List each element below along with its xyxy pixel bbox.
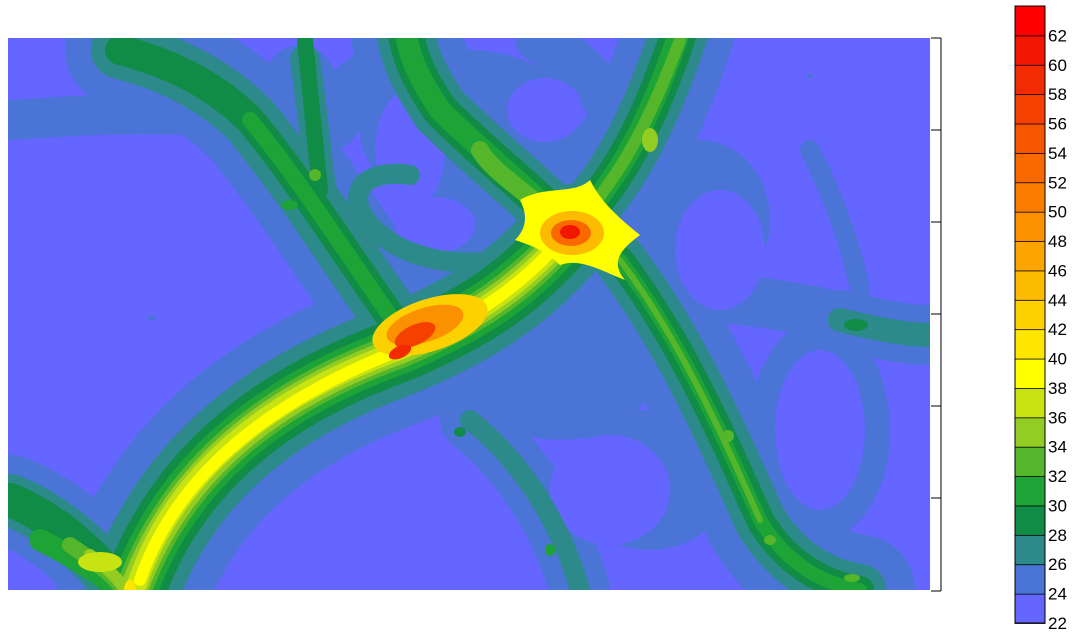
colorbar-tick-label: 26 — [1048, 555, 1067, 574]
colorbar-swatch — [1014, 64, 1046, 96]
colorbar-swatch — [1014, 299, 1046, 331]
colorbar-swatch — [1014, 181, 1046, 213]
colorbar-swatch — [1014, 446, 1046, 477]
colorbar-swatch — [1014, 240, 1046, 272]
colorbar-swatch — [1014, 534, 1046, 566]
colorbar-tick-label: 54 — [1048, 144, 1067, 163]
colorbar-tick-label: 30 — [1048, 496, 1067, 515]
colorbar-tick-label: 22 — [1048, 614, 1067, 632]
colorbar-tick-label: 60 — [1048, 56, 1067, 75]
colorbar-tick-label: 38 — [1048, 379, 1067, 398]
colorbar-tick-label: 62 — [1048, 26, 1067, 45]
contour-level-22-holes — [375, 78, 865, 545]
colorbar-tick-label: 52 — [1048, 173, 1067, 192]
plot-area — [8, 38, 930, 590]
colorbar-tick-label: 24 — [1048, 585, 1067, 604]
colorbar-tick-label: 40 — [1048, 350, 1067, 369]
lower-left-lobe — [78, 552, 136, 590]
colorbar-swatch — [1014, 475, 1046, 507]
colorbar-swatch — [1014, 505, 1046, 536]
colorbar-swatch — [1014, 211, 1046, 242]
colorbar-frame — [1014, 5, 1046, 624]
colorbar-swatch — [1014, 34, 1046, 66]
colorbar-swatch — [1014, 387, 1046, 419]
colorbar-tick-labels: 22 24 26 28 30 32 34 36 38 40 42 44 46 48 50 52 54 56 58 60… — [1048, 26, 1067, 632]
colorbar-swatch — [1014, 358, 1046, 389]
colorbar-tick-label: 50 — [1048, 203, 1067, 222]
speckles — [147, 74, 868, 582]
colorbar-swatch — [1014, 5, 1046, 37]
colorbar-tick-label: 28 — [1048, 526, 1067, 545]
colorbar-tick-label: 48 — [1048, 232, 1067, 251]
colorbar-swatch — [1014, 93, 1046, 125]
upper-hub — [515, 180, 640, 280]
colorbar-tick-label: 44 — [1048, 291, 1067, 310]
colorbar-swatch — [1014, 328, 1046, 360]
colorbar-tick-label: 32 — [1048, 467, 1067, 486]
colorbar-swatch — [1014, 563, 1046, 595]
colorbar-tick-label: 42 — [1048, 320, 1067, 339]
plot-right-ticks — [931, 37, 942, 592]
colorbar-tick-label: 56 — [1048, 115, 1067, 134]
colorbar-tick-label: 36 — [1048, 408, 1067, 427]
colorbar-tick-label: 46 — [1048, 261, 1067, 280]
colorbar-swatch — [1014, 593, 1046, 624]
colorbar-swatch — [1014, 416, 1046, 448]
colorbar-tick-label: 58 — [1048, 85, 1067, 104]
colorbar-swatch — [1014, 123, 1046, 154]
colorbar-swatch — [1014, 152, 1046, 184]
colorbar — [1014, 5, 1046, 624]
central-ridge — [372, 294, 488, 360]
colorbar-tick-label: 34 — [1048, 438, 1067, 457]
colorbar-swatch — [1014, 270, 1046, 301]
contour-level-38 — [134, 224, 576, 586]
